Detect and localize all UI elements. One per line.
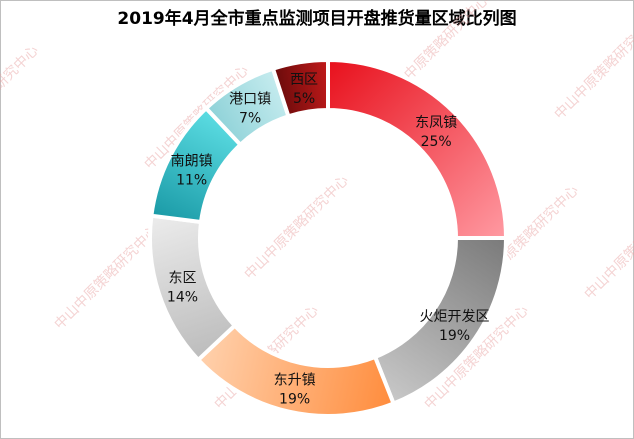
slice-label: 港口镇: [229, 91, 271, 107]
slice-label: 东凤镇: [415, 115, 457, 131]
slice-label: 南朗镇: [171, 154, 213, 170]
watermark-text: 中山中原策略研究中心: [551, 12, 634, 123]
slice-value-label: 19%: [439, 328, 470, 344]
watermark-text: 中山中原策略研究中心: [581, 192, 634, 303]
labels-layer: 东凤镇 25% 火炬开发区 19% 东升镇 19% 东区 14% 南朗镇 11% 港口镇 7% 西区 5%: [167, 72, 490, 407]
donut-slice: [326, 57, 509, 240]
slices-layer: [148, 57, 509, 418]
watermark-text: 中山中原策略研究中心: [241, 172, 352, 283]
watermark-text: 中山中原策略研究中心: [0, 42, 42, 153]
slice-value-label: 25%: [421, 134, 452, 150]
slice-value-label: 7%: [239, 110, 261, 126]
slice-label: 东升镇: [274, 372, 316, 388]
slice-label: 东区: [168, 270, 196, 286]
slice-label: 西区: [290, 72, 318, 88]
slice-value-label: 14%: [167, 289, 198, 305]
donut-slice: [148, 213, 238, 363]
slice-value-label: 11%: [176, 173, 207, 189]
slice-label: 火炬开发区: [420, 309, 490, 325]
slice-value-label: 5%: [293, 91, 315, 107]
donut-slice: [270, 57, 330, 119]
watermark-text: 中山中原策略研究中心: [51, 222, 162, 333]
chart-title: 2019年4月全市重点监测项目开盘推货量区域比列图: [117, 9, 517, 29]
slice-value-label: 19%: [279, 391, 310, 407]
